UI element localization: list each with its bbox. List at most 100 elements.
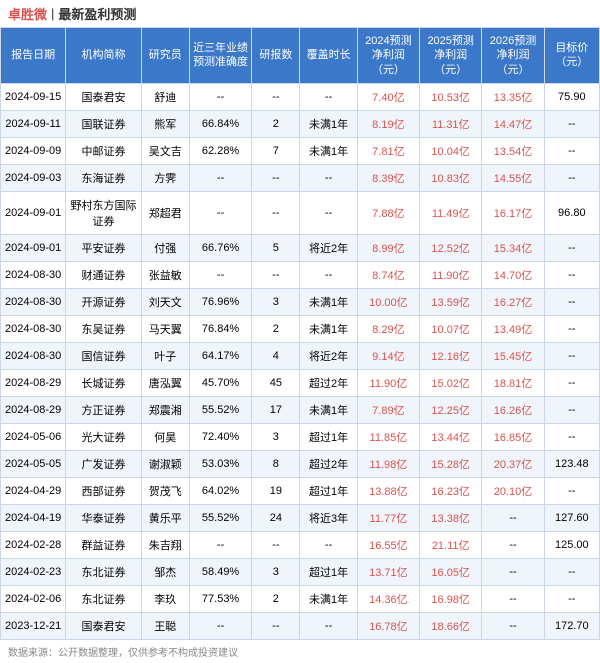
table-cell: 东吴证券 xyxy=(66,315,141,342)
table-cell: -- xyxy=(544,315,599,342)
table-cell: -- xyxy=(544,585,599,612)
table-cell: -- xyxy=(300,261,357,288)
column-header: 2025预测净利润（元） xyxy=(420,28,482,84)
table-cell: 超过2年 xyxy=(300,369,357,396)
table-cell: 12.52亿 xyxy=(420,234,482,261)
table-cell: 15.02亿 xyxy=(420,369,482,396)
table-cell: 11.98亿 xyxy=(357,450,419,477)
table-cell: 光大证券 xyxy=(66,423,141,450)
table-cell: -- xyxy=(482,531,544,558)
table-cell: 张益敏 xyxy=(141,261,189,288)
table-cell: 13.38亿 xyxy=(420,504,482,531)
table-row: 2024-04-19华泰证券黄乐平55.52%24将近3年11.77亿13.38… xyxy=(1,504,600,531)
table-row: 2024-09-15国泰君安舒迪------7.40亿10.53亿13.35亿7… xyxy=(1,83,600,110)
table-cell: 唐泓翼 xyxy=(141,369,189,396)
column-header: 2026预测净利润（元） xyxy=(482,28,544,84)
table-cell: -- xyxy=(189,191,251,234)
table-cell: 2 xyxy=(252,315,300,342)
table-cell: 10.04亿 xyxy=(420,137,482,164)
table-row: 2024-08-30开源证券刘天文76.96%3未满1年10.00亿13.59亿… xyxy=(1,288,600,315)
table-cell: 10.00亿 xyxy=(357,288,419,315)
table-cell: -- xyxy=(252,191,300,234)
table-cell: 20.10亿 xyxy=(482,477,544,504)
table-cell: -- xyxy=(300,531,357,558)
table-row: 2024-08-30国信证券叶子64.17%4将近2年9.14亿12.16亿15… xyxy=(1,342,600,369)
column-header: 机构简称 xyxy=(66,28,141,84)
table-cell: 15.34亿 xyxy=(482,234,544,261)
table-cell: -- xyxy=(544,110,599,137)
table-cell: 7 xyxy=(252,137,300,164)
table-cell: 广发证券 xyxy=(66,450,141,477)
table-cell: 2 xyxy=(252,585,300,612)
table-cell: 国信证券 xyxy=(66,342,141,369)
table-cell: 未满1年 xyxy=(300,396,357,423)
table-cell: 18.81亿 xyxy=(482,369,544,396)
table-cell: 45 xyxy=(252,369,300,396)
table-cell: -- xyxy=(544,423,599,450)
table-cell: 14.47亿 xyxy=(482,110,544,137)
table-cell: 郑震湘 xyxy=(141,396,189,423)
table-cell: 13.54亿 xyxy=(482,137,544,164)
table-cell: -- xyxy=(189,83,251,110)
table-cell: 64.02% xyxy=(189,477,251,504)
table-cell: 国泰君安 xyxy=(66,612,141,639)
table-cell: 叶子 xyxy=(141,342,189,369)
table-cell: 国联证券 xyxy=(66,110,141,137)
table-cell: 16.55亿 xyxy=(357,531,419,558)
table-cell: 127.60 xyxy=(544,504,599,531)
table-cell: 熊军 xyxy=(141,110,189,137)
table-cell: 群益证券 xyxy=(66,531,141,558)
table-cell: 19 xyxy=(252,477,300,504)
table-cell: 平安证券 xyxy=(66,234,141,261)
table-row: 2024-08-29方正证券郑震湘55.52%17未满1年7.89亿12.25亿… xyxy=(1,396,600,423)
table-cell: 2024-04-29 xyxy=(1,477,66,504)
table-cell: -- xyxy=(189,164,251,191)
table-row: 2024-09-01野村东方国际证券郑超君------7.88亿11.49亿16… xyxy=(1,191,600,234)
table-cell: 12.25亿 xyxy=(420,396,482,423)
table-cell: 24 xyxy=(252,504,300,531)
table-cell: 125.00 xyxy=(544,531,599,558)
table-cell: 7.88亿 xyxy=(357,191,419,234)
table-cell: 2024-09-11 xyxy=(1,110,66,137)
table-cell: 东北证券 xyxy=(66,585,141,612)
table-cell: -- xyxy=(544,261,599,288)
table-cell: 13.88亿 xyxy=(357,477,419,504)
table-cell: 未满1年 xyxy=(300,110,357,137)
table-cell: 2024-02-06 xyxy=(1,585,66,612)
table-cell: 未满1年 xyxy=(300,315,357,342)
table-cell: 将近3年 xyxy=(300,504,357,531)
table-cell: 10.53亿 xyxy=(420,83,482,110)
table-cell: 53.03% xyxy=(189,450,251,477)
table-cell: -- xyxy=(300,83,357,110)
table-cell: 7.40亿 xyxy=(357,83,419,110)
table-cell: -- xyxy=(252,612,300,639)
table-cell: 55.52% xyxy=(189,504,251,531)
table-cell: 123.48 xyxy=(544,450,599,477)
table-cell: 45.70% xyxy=(189,369,251,396)
table-cell: 12.16亿 xyxy=(420,342,482,369)
table-cell: 20.37亿 xyxy=(482,450,544,477)
table-cell: -- xyxy=(544,558,599,585)
table-cell: 吴文吉 xyxy=(141,137,189,164)
table-cell: 15.45亿 xyxy=(482,342,544,369)
table-cell: 2024-05-06 xyxy=(1,423,66,450)
table-cell: 开源证券 xyxy=(66,288,141,315)
table-cell: 何昊 xyxy=(141,423,189,450)
table-cell: 172.70 xyxy=(544,612,599,639)
table-cell: 刘天文 xyxy=(141,288,189,315)
table-cell: 2024-08-29 xyxy=(1,396,66,423)
table-cell: 2024-08-30 xyxy=(1,288,66,315)
table-row: 2024-09-01平安证券付强66.76%5将近2年8.99亿12.52亿15… xyxy=(1,234,600,261)
table-row: 2024-02-28群益证券朱吉翔------16.55亿21.11亿--125… xyxy=(1,531,600,558)
table-cell: 野村东方国际证券 xyxy=(66,191,141,234)
table-cell: 5 xyxy=(252,234,300,261)
table-cell: 9.14亿 xyxy=(357,342,419,369)
table-cell: -- xyxy=(482,612,544,639)
table-cell: 东北证券 xyxy=(66,558,141,585)
table-row: 2024-09-11国联证券熊军66.84%2未满1年8.19亿11.31亿14… xyxy=(1,110,600,137)
table-cell: -- xyxy=(482,585,544,612)
table-cell: 长城证券 xyxy=(66,369,141,396)
table-cell: 14.36亿 xyxy=(357,585,419,612)
table-cell: 13.59亿 xyxy=(420,288,482,315)
table-cell: 3 xyxy=(252,423,300,450)
